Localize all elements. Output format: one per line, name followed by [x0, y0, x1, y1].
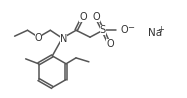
Text: S: S	[100, 25, 106, 35]
Text: O: O	[35, 33, 42, 43]
Text: O: O	[121, 25, 128, 35]
Text: N: N	[59, 34, 67, 44]
Text: +: +	[157, 25, 164, 34]
Text: O: O	[92, 12, 100, 22]
Text: −: −	[127, 23, 134, 32]
Text: O: O	[106, 39, 114, 49]
Text: Na: Na	[148, 28, 162, 38]
Text: O: O	[79, 12, 87, 22]
